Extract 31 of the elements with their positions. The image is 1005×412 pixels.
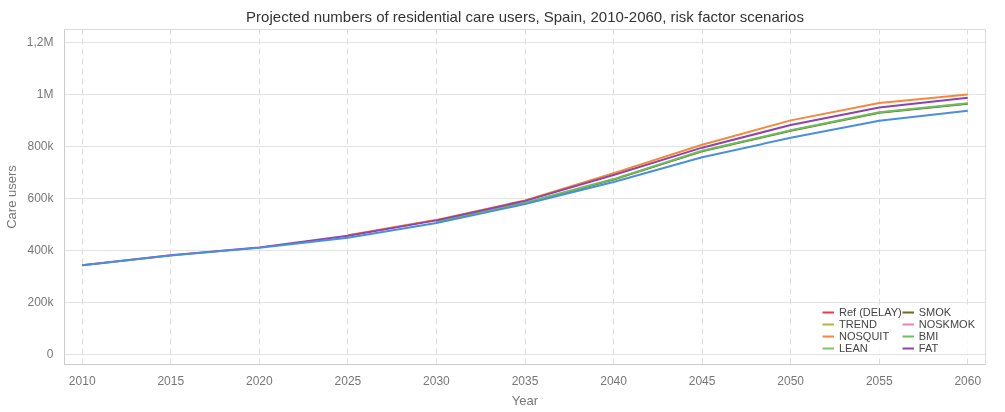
legend-label: NOSQUIT (839, 330, 890, 342)
y-axis-title: Care users (3, 164, 19, 229)
legend-label: FAT (918, 342, 939, 354)
x-tick-label: 2060 (954, 373, 982, 388)
x-tick-label: 2010 (68, 373, 96, 388)
x-tick-label: 2035 (511, 373, 539, 388)
x-tick-label: 2050 (777, 373, 805, 388)
y-tick-label: 0 (46, 347, 54, 362)
x-tick-label: 2020 (245, 373, 273, 388)
y-tick-label: 800k (27, 139, 55, 154)
line-series (435, 102, 969, 223)
legend-label: TREND (839, 318, 877, 330)
y-tick-label: 600k (27, 191, 55, 206)
x-tick-label: 2040 (600, 373, 628, 388)
x-tick-label: 2045 (688, 373, 716, 388)
legend-label: SMOK (918, 306, 952, 318)
x-axis-title: Year (511, 392, 539, 408)
legend-label: LEAN (839, 342, 868, 354)
x-tick-label: 2030 (423, 373, 451, 388)
line-series (346, 93, 969, 237)
y-tick-label: 1M (36, 87, 54, 102)
y-tick-label: 1,2M (26, 35, 54, 50)
x-tick-label: 2025 (334, 373, 362, 388)
chart-title: Projected numbers of residential care users, Spain, 2010-2060, risk factor scenarios (246, 7, 804, 25)
legend-label: Ref (DELAY) (839, 306, 902, 318)
legend-label: BMI (918, 330, 939, 342)
y-tick-label: 400k (27, 243, 55, 258)
y-tick-label: 200k (27, 295, 55, 310)
x-tick-label: 2055 (865, 373, 893, 388)
x-tick-label: 2015 (157, 373, 185, 388)
legend-label: NOSKMOK (918, 318, 975, 330)
